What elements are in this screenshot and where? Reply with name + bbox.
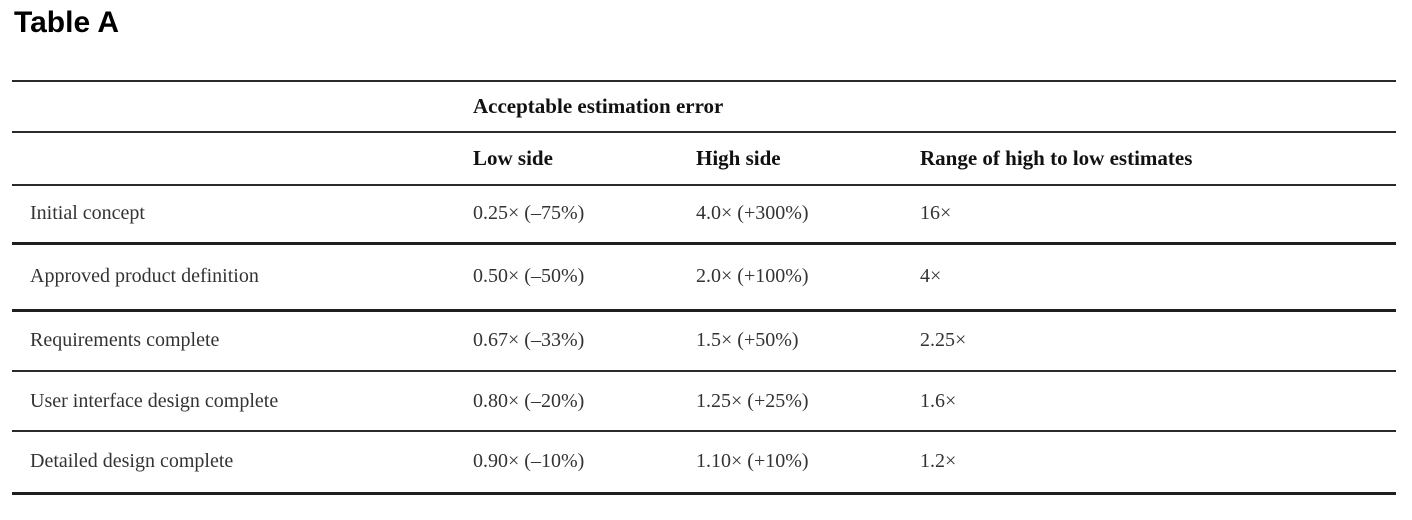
cell-low: 0.90× (–10%) xyxy=(473,450,585,473)
table-row: Requirements complete 0.67× (–33%) 1.5× … xyxy=(12,310,1396,371)
column-header-row: Low side High side Range of high to low … xyxy=(12,132,1396,185)
cell-range: 1.6× xyxy=(920,389,957,412)
table-title: Table A xyxy=(14,6,120,39)
cell-high: 4.0× (+300%) xyxy=(696,202,809,225)
cell-high: 1.5× (+50%) xyxy=(696,329,799,352)
cell-low: 0.25× (–75%) xyxy=(473,202,585,225)
cell-range: 4× xyxy=(920,265,942,287)
cell-range: 16× xyxy=(920,202,952,225)
group-header-row: Acceptable estimation error xyxy=(12,81,1396,132)
cell-phase: User interface design complete xyxy=(30,389,279,412)
cell-phase: Requirements complete xyxy=(30,329,220,352)
cell-phase: Initial concept xyxy=(30,202,145,225)
estimation-error-table: Acceptable estimation error Low side Hig… xyxy=(12,80,1396,495)
column-header-phase xyxy=(12,132,473,185)
table-row: Approved product definition 0.50× (–50%)… xyxy=(12,243,1396,310)
column-header-high: High side xyxy=(696,146,781,170)
cell-high: 1.25× (+25%) xyxy=(696,389,809,412)
cell-range: 2.25× xyxy=(920,329,967,352)
cell-low: 0.80× (–20%) xyxy=(473,389,585,412)
column-header-range: Range of high to low estimates xyxy=(920,146,1193,170)
column-header-low: Low side xyxy=(473,146,553,170)
table-row: Initial concept 0.25× (–75%) 4.0× (+300%… xyxy=(12,185,1396,243)
cell-low: 0.50× (–50%) xyxy=(473,265,585,287)
cell-phase: Detailed design complete xyxy=(30,450,234,473)
table-row: User interface design complete 0.80× (–2… xyxy=(12,371,1396,431)
group-header-label: Acceptable estimation error xyxy=(473,94,724,118)
cell-high: 2.0× (+100%) xyxy=(696,265,809,287)
cell-low: 0.67× (–33%) xyxy=(473,329,585,352)
group-header-spacer xyxy=(12,81,473,132)
cell-high: 1.10× (+10%) xyxy=(696,450,809,473)
cell-range: 1.2× xyxy=(920,450,957,473)
cell-phase: Approved product definition xyxy=(30,265,259,287)
table-row: Detailed design complete 0.90× (–10%) 1.… xyxy=(12,431,1396,493)
